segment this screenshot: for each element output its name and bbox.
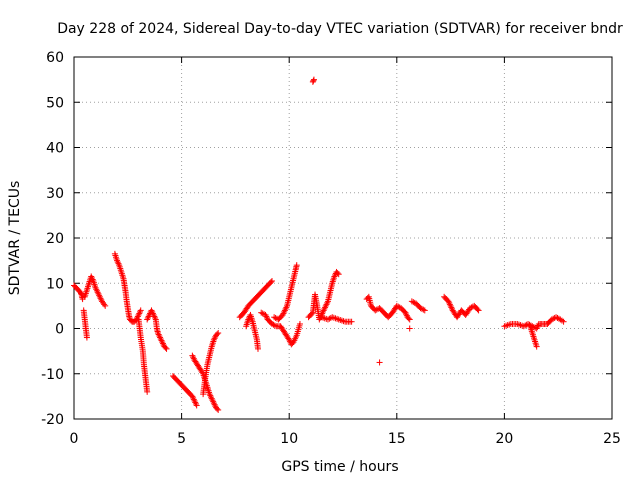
x-tick-label: 20 (495, 431, 513, 447)
axes (73, 56, 613, 420)
data-point (376, 359, 383, 366)
y-tick-label: -20 (41, 412, 64, 428)
data-point (555, 315, 562, 322)
tick-labels: 0 5 10 15 20 25 -20 -10 0 10 20 30 40 50 60 (41, 50, 621, 447)
data-point (259, 310, 266, 317)
data-point (214, 331, 221, 338)
data-point (310, 77, 317, 84)
data-point (410, 299, 417, 306)
x-tick-label: 0 (70, 431, 79, 447)
data-point (406, 325, 413, 332)
x-tick-label: 25 (603, 431, 621, 447)
data-point (215, 406, 222, 413)
data-point (533, 343, 540, 350)
y-axis-label: SDTVAR / TECUs (7, 181, 23, 296)
data-point (308, 310, 315, 317)
data-point (326, 315, 333, 322)
data-point (271, 322, 278, 329)
data-point (83, 334, 90, 341)
data-point (267, 279, 274, 286)
data-point (214, 405, 221, 412)
data-point (268, 277, 275, 284)
data-point (296, 320, 303, 327)
y-tick-label: 20 (46, 231, 64, 247)
y-tick-label: 40 (46, 141, 64, 157)
data-point (474, 306, 481, 313)
y-tick-label: 0 (55, 322, 64, 338)
data-points (71, 76, 567, 413)
x-axis-label: GPS time / hours (281, 459, 398, 475)
data-point (405, 315, 412, 322)
data-point (254, 345, 261, 352)
data-point (162, 344, 169, 351)
data-point (334, 270, 341, 277)
y-tick-label: -10 (41, 367, 64, 383)
data-point (193, 402, 200, 409)
data-point (102, 302, 109, 309)
data-point (406, 316, 413, 323)
x-tick-label: 10 (280, 431, 298, 447)
data-point (163, 345, 170, 352)
data-point (335, 271, 342, 278)
data-point (421, 307, 428, 314)
data-point (144, 388, 151, 395)
grid-lines (74, 57, 612, 419)
y-tick-label: 10 (46, 276, 64, 292)
data-point (348, 318, 355, 325)
data-point (522, 322, 529, 329)
chart-title: Day 228 of 2024, Sidereal Day-to-day VTE… (57, 21, 623, 37)
data-point (137, 307, 144, 314)
y-tick-label: 30 (46, 186, 64, 202)
y-tick-label: 60 (46, 50, 64, 66)
data-point (475, 307, 482, 314)
data-point (310, 76, 317, 83)
data-point (293, 262, 300, 269)
data-point (554, 314, 561, 321)
y-tick-label: 50 (46, 95, 64, 111)
data-point (420, 306, 427, 313)
x-tick-label: 5 (177, 431, 186, 447)
x-tick-label: 15 (388, 431, 406, 447)
data-point (215, 330, 222, 337)
data-point (560, 318, 567, 325)
